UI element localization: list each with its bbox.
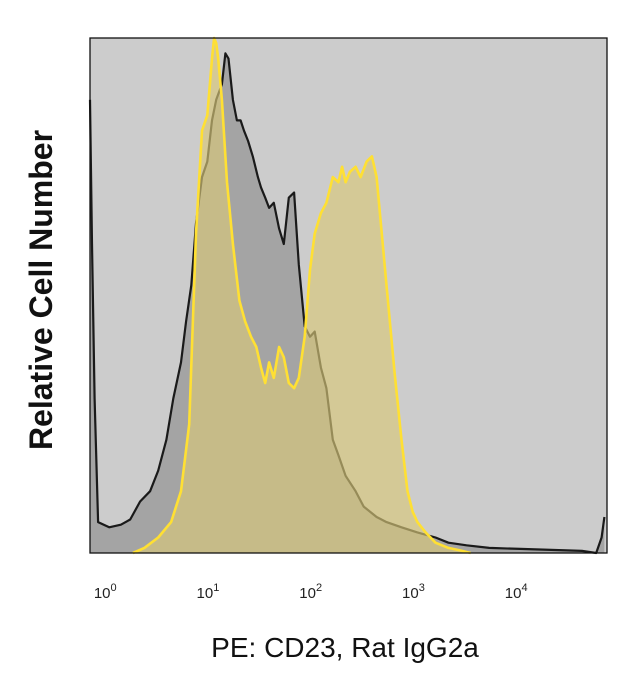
x-tick-label: 103 — [402, 582, 425, 602]
series-layer — [88, 36, 606, 555]
x-tick-label: 102 — [299, 582, 322, 602]
x-tick-labels: 100 101 102 103 104 — [94, 582, 528, 602]
x-axis-title: PE: CD23, Rat IgG2a — [211, 632, 479, 663]
stained-histogram-line — [132, 36, 472, 555]
x-tick-label: 100 — [94, 582, 117, 602]
x-tick-label: 101 — [197, 582, 220, 602]
x-tick-label: 104 — [505, 582, 528, 602]
stained-histogram-fill — [132, 38, 471, 553]
y-axis-title: Relative Cell Number — [23, 130, 59, 450]
plot-frame — [89, 37, 608, 554]
